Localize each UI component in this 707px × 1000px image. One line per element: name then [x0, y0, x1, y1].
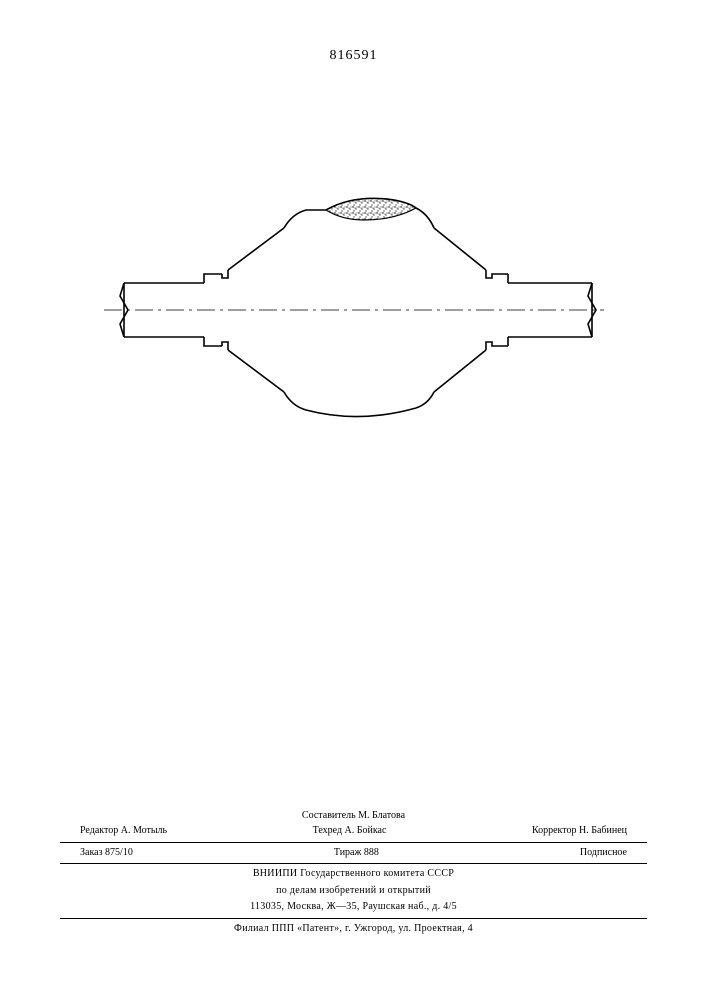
tirage: Тираж 888	[334, 846, 379, 861]
branch-line: Филиал ППП «Патент», г. Ужгород, ул. Про…	[0, 922, 707, 937]
patent-figure	[94, 170, 614, 450]
editor-credit: Редактор А. Мотыль	[80, 824, 167, 839]
corrector-credit: Корректор Н. Бабинец	[532, 824, 627, 839]
divider-2	[60, 863, 647, 864]
divider-3	[60, 918, 647, 919]
institution-line-2: по делам изобретений и открытий	[0, 884, 707, 899]
shaft-outline	[120, 198, 596, 416]
institution-line-3: 113035, Москва, Ж—35, Раушская наб., д. …	[0, 900, 707, 915]
composite-credit: Составитель М. Блатова	[0, 809, 707, 824]
hatched-region	[326, 198, 416, 220]
subscription: Подписное	[580, 846, 627, 861]
divider-1	[60, 842, 647, 843]
order-number: Заказ 875/10	[80, 846, 133, 861]
patent-number: 816591	[330, 48, 378, 64]
institution-line-1: ВНИИПИ Государственного комитета СССР	[0, 867, 707, 882]
footer-block: Составитель М. Блатова Редактор А. Мотыл…	[0, 809, 707, 937]
techred-credit: Техред А. Бойкас	[313, 824, 387, 839]
